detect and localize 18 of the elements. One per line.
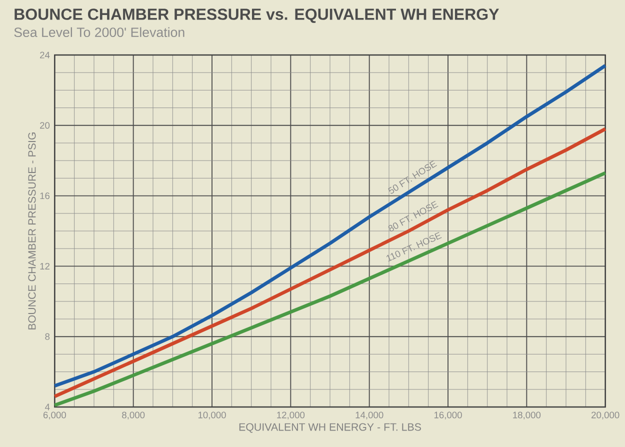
x-tick-label: 14,000	[356, 412, 384, 420]
x-tick-label: 16,000	[434, 412, 462, 420]
x-axis-title: EQUIVALENT WH ENERGY - FT. LBS	[239, 423, 421, 433]
x-tick-label: 6,000	[43, 412, 66, 420]
y-axis-title: BOUNCE CHAMBER PRESSURE - PSIG	[28, 132, 36, 330]
y-tick-label: 8	[45, 333, 50, 340]
x-tick-label: 18,000	[513, 412, 541, 420]
y-tick-label: 16	[40, 192, 50, 200]
x-tick-label: 12,000	[277, 412, 305, 420]
chart-title: BOUNCE CHAMBER PRESSURE vs. EQUIVALENT WH ENERGY	[14, 8, 499, 23]
y-tick-label: 4	[44, 404, 50, 410]
chart-subtitle: Sea Level To 2000' Elevation	[14, 27, 184, 38]
x-tick-label: 20,000	[592, 412, 620, 420]
y-tick-label: 12	[40, 262, 50, 270]
y-tick-label: 24	[40, 52, 50, 58]
y-tick-label: 20	[40, 122, 50, 129]
x-tick-label: 10,000	[198, 412, 226, 420]
x-tick-label: 8,000	[122, 412, 145, 420]
